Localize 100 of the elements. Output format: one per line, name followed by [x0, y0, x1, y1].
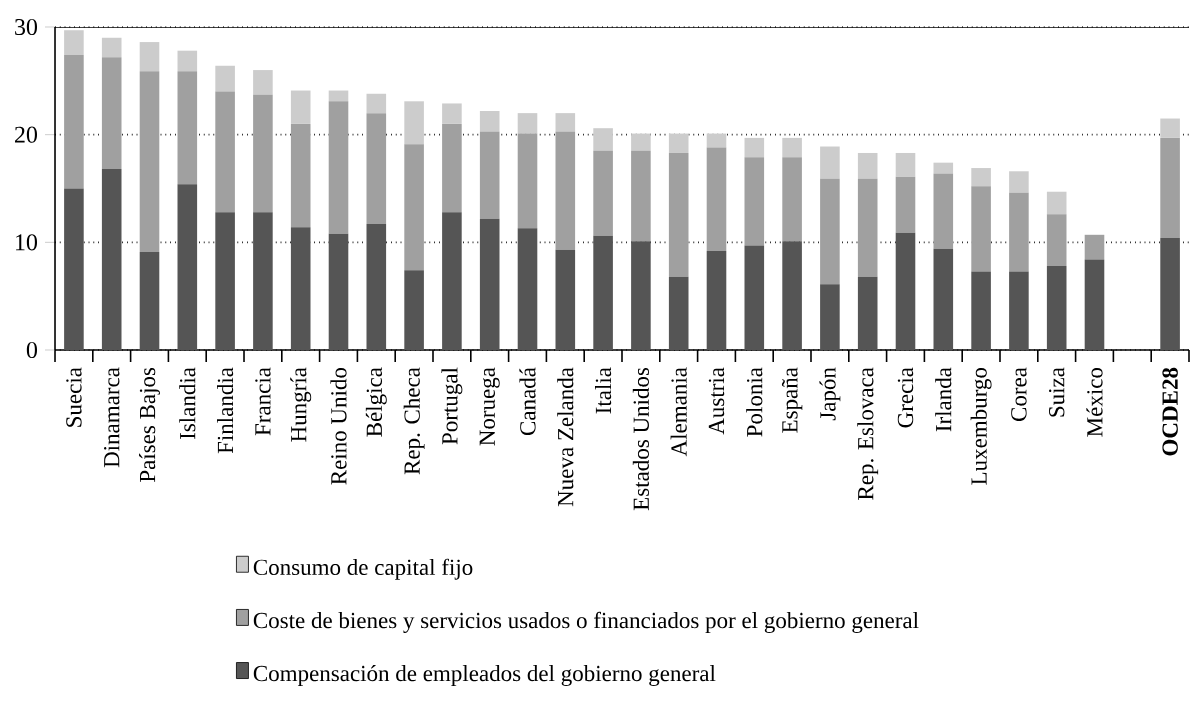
x-tick-label: Alemania — [670, 367, 687, 457]
bar — [215, 65, 235, 92]
x-tick-label: Suecia — [66, 367, 82, 427]
bar — [1046, 191, 1067, 215]
bar — [479, 218, 500, 350]
bar — [1160, 238, 1180, 350]
bar — [1084, 234, 1105, 260]
x-tick-label: Noruega — [479, 367, 500, 446]
bar — [253, 70, 273, 95]
legend-label: Consumo de capital fijo — [253, 558, 473, 580]
bar — [933, 173, 954, 249]
bar — [820, 284, 840, 350]
x-tick-label: Reino Unido — [330, 367, 347, 485]
bar — [895, 152, 916, 177]
bar — [1009, 171, 1029, 193]
x-tick-label: Rep. Checa — [403, 367, 425, 475]
bar — [442, 103, 462, 124]
x-tick-label: Francia — [255, 367, 271, 436]
x-tick-label: Dinamarca — [104, 367, 120, 468]
x-tick-label: Bélgica — [365, 367, 387, 437]
bar — [479, 131, 500, 219]
x-tick-label: Japón — [819, 367, 841, 421]
bar — [215, 212, 235, 350]
bar — [139, 252, 160, 350]
x-tick-label: Nueva Zelanda — [557, 367, 574, 507]
bar — [1046, 214, 1067, 267]
x-tick-label: Irlanda — [935, 367, 952, 432]
x-tick-label: Islandia — [179, 367, 196, 440]
bar — [328, 101, 349, 234]
bar — [1009, 271, 1029, 350]
bar — [782, 137, 802, 158]
bar — [290, 227, 311, 350]
x-tick-label: Estados Unidos — [632, 367, 649, 511]
legend-label: Coste de bienes y servicios usados o financiados por el gobierno general — [253, 611, 919, 633]
x-tick-label: Polonia — [746, 367, 763, 437]
bar — [857, 276, 878, 350]
bar — [933, 248, 954, 350]
bar — [253, 94, 273, 213]
bar — [933, 162, 954, 174]
bar — [64, 30, 84, 55]
y-tick-label: 30 — [15, 18, 38, 36]
bar — [404, 101, 424, 145]
x-tick-label: Portugal — [441, 367, 463, 445]
bar — [668, 152, 689, 277]
bar — [139, 71, 160, 253]
bar — [631, 150, 651, 242]
bar — [706, 147, 727, 251]
bar — [555, 113, 576, 132]
bar — [971, 271, 991, 350]
x-tick-label: Corea — [1011, 367, 1027, 422]
bar — [782, 157, 802, 242]
bar — [177, 184, 198, 350]
bar — [1009, 192, 1029, 272]
bar — [631, 241, 651, 350]
bar — [442, 123, 462, 213]
bar — [101, 37, 122, 58]
x-tick-label: Hungría — [290, 367, 312, 442]
bar — [971, 186, 991, 272]
y-tick-label: 0 — [26, 341, 38, 359]
bar — [177, 71, 198, 185]
bar — [668, 276, 689, 350]
bar — [631, 133, 651, 151]
x-tick-label: Suiza — [1048, 367, 1065, 417]
bar — [593, 150, 613, 236]
bar — [253, 212, 273, 350]
bar — [782, 241, 802, 350]
bar — [895, 232, 916, 350]
bar — [442, 212, 462, 350]
bar — [1160, 137, 1180, 239]
bar — [744, 137, 765, 158]
bar — [517, 113, 538, 134]
x-tick-label: Países Bajos — [139, 367, 160, 483]
bar — [328, 233, 349, 350]
bar — [857, 178, 878, 277]
bar — [971, 168, 991, 187]
y-tick-label: 10 — [16, 234, 38, 251]
bar — [1160, 118, 1180, 138]
x-tick-label: OCDE28 — [1162, 367, 1178, 456]
bar — [1084, 259, 1105, 350]
bar — [290, 90, 311, 124]
bar — [668, 133, 689, 153]
bar — [366, 113, 387, 225]
bar — [706, 133, 727, 148]
bar — [64, 54, 84, 189]
bar — [1046, 266, 1067, 350]
bar — [744, 157, 765, 246]
x-tick-label: Austria — [708, 367, 725, 435]
x-tick-label: Finlandia — [217, 367, 234, 454]
bar — [290, 123, 311, 228]
x-tick-label: España — [781, 367, 803, 433]
bar — [215, 91, 235, 213]
bar — [555, 131, 576, 250]
bar — [820, 146, 840, 179]
bar — [404, 270, 424, 350]
bar — [820, 178, 840, 285]
bar — [555, 249, 576, 350]
bar — [857, 152, 878, 179]
x-tick-label: Rep. Eslovaca — [857, 367, 879, 500]
bar — [404, 144, 424, 271]
bar — [895, 176, 916, 233]
